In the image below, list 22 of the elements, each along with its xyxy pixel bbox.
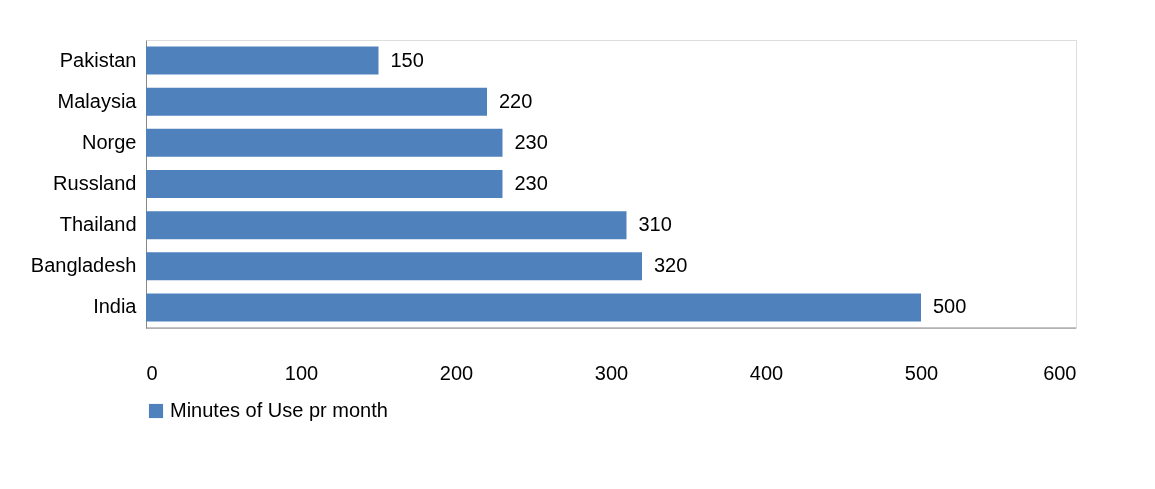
x-tick-label: 500 bbox=[904, 361, 939, 384]
data-label: 500 bbox=[933, 295, 967, 318]
data-label: 230 bbox=[514, 172, 548, 194]
y-tick-label: Pakistan bbox=[59, 48, 137, 71]
y-tick-label: Bangladesh bbox=[30, 254, 137, 277]
x-tick-label: 400 bbox=[749, 361, 784, 384]
x-tick-label: 600 bbox=[1043, 361, 1077, 384]
y-tick-label: Russland bbox=[53, 172, 137, 194]
y-tick-label: Norge bbox=[82, 130, 137, 153]
x-tick-label: 0 bbox=[146, 361, 158, 384]
data-label: 320 bbox=[654, 254, 688, 277]
data-label: 220 bbox=[499, 89, 533, 112]
x-tick-label: 200 bbox=[439, 361, 474, 384]
x-tick-label: 100 bbox=[284, 361, 319, 384]
legend-label: Minutes of Use pr month bbox=[170, 399, 388, 421]
y-tick-label: Thailand bbox=[59, 213, 137, 236]
y-tick-label: India bbox=[93, 295, 138, 318]
data-label: 150 bbox=[390, 48, 424, 71]
data-label: 230 bbox=[514, 130, 548, 153]
x-tick-label: 300 bbox=[594, 361, 629, 384]
data-label: 310 bbox=[638, 213, 672, 236]
y-tick-label: Malaysia bbox=[57, 89, 138, 112]
